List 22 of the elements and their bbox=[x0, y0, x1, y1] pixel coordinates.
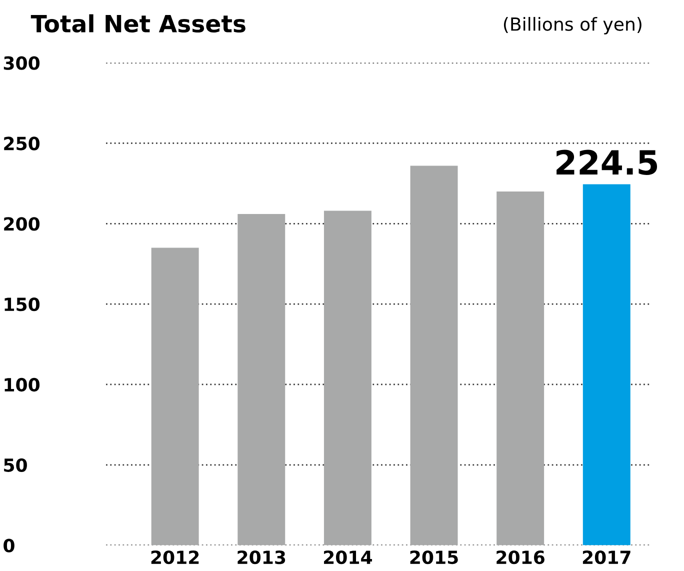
bar bbox=[151, 248, 199, 546]
y-tick-label: 250 bbox=[4, 136, 40, 150]
bar bbox=[238, 214, 286, 546]
y-tick-label: 50 bbox=[4, 458, 27, 472]
y-tick-label: 150 bbox=[4, 298, 40, 312]
bar bbox=[582, 184, 630, 546]
x-tick-label: 2014 bbox=[324, 550, 372, 564]
chart-title: Total Net Assets bbox=[30, 14, 246, 33]
bar bbox=[496, 191, 544, 546]
bar bbox=[410, 166, 458, 546]
y-tick-label: 200 bbox=[4, 217, 40, 231]
y-axis-title: (Billions of yen) bbox=[504, 16, 642, 34]
bar bbox=[324, 210, 372, 546]
x-tick-label: 2013 bbox=[238, 550, 286, 564]
x-tick-label: 2017 bbox=[582, 550, 630, 564]
y-tick-label: 300 bbox=[4, 56, 40, 70]
data-label: 224.5 bbox=[556, 150, 658, 175]
x-tick-label: 2016 bbox=[496, 550, 544, 564]
y-tick-label: 100 bbox=[4, 378, 40, 392]
x-tick-label: 2015 bbox=[410, 550, 458, 564]
x-tick-label: 2012 bbox=[151, 550, 199, 564]
y-tick-label: 0 bbox=[4, 538, 14, 552]
